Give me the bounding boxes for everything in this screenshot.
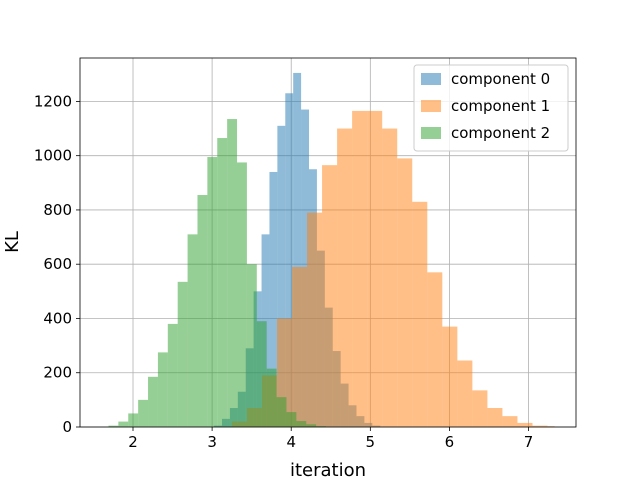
histogram-bar [128,413,139,427]
legend-label: component 1 [451,97,550,115]
histogram-bar [276,397,287,427]
histogram-bar [293,72,302,427]
histogram-bar [177,281,188,427]
histogram-bar [502,416,518,427]
histogram-bar [217,138,228,427]
histogram-bar [292,266,308,427]
histogram-bar [148,376,158,427]
histogram-bar [207,157,218,427]
histogram-bar [457,360,473,427]
x-tick-label: 4 [286,433,296,451]
histogram-bar [187,234,198,427]
histogram-bar [397,158,413,427]
histogram-bar [487,408,503,427]
y-tick-label: 800 [43,201,72,219]
histogram-bar [517,422,533,427]
histogram-bar [285,93,294,427]
x-tick-label: 2 [128,433,138,451]
bars-layer [108,72,555,428]
legend-swatch [421,73,441,85]
x-tick-label: 5 [366,433,376,451]
histogram-bar [532,425,548,427]
legend-label: component 0 [451,70,550,88]
histogram-bar [167,323,178,427]
histogram-bar [296,421,307,427]
histogram-bar [316,426,327,427]
x-tick-label: 3 [207,433,217,451]
series-2-bars [108,119,327,427]
legend-swatch [421,127,441,139]
x-tick-label: 7 [524,433,534,451]
histogram-bar [412,201,428,427]
y-tick-label: 1000 [34,147,72,165]
histogram-bar [367,110,383,428]
histogram-bar [227,119,238,427]
histogram-bar [337,128,353,427]
y-tick-label: 400 [43,309,72,327]
histogram-bar [442,326,458,427]
histogram-bar [306,424,317,427]
histogram-bar [382,128,398,427]
x-axis-label: iteration [290,460,366,480]
histogram-bar [269,171,278,427]
y-axis-label: KL [2,231,23,253]
legend-swatch [421,100,441,112]
histogram-bar [157,352,168,427]
histogram-bar [547,426,555,427]
histogram-bar [472,390,488,427]
plot-frame [79,57,577,428]
x-tick-label: 6 [445,433,455,451]
histogram-bar [427,272,443,427]
legend-box [413,64,569,152]
histogram-bar [322,165,338,427]
histogram-bar [237,162,247,427]
histogram-bar [138,399,149,427]
histogram-bar [286,412,297,427]
histogram-bar [277,125,286,428]
histogram-bar [307,212,323,427]
ticks-layer: 2 3 4 5 6 7 0 200 400 600 800 1000 1200 [34,92,533,451]
histogram-bar [266,368,277,427]
y-tick-label: 200 [43,364,72,382]
y-tick-label: 600 [43,255,72,273]
histogram-bar [197,195,208,427]
histogram-bar [118,421,129,427]
legend: component 0 component 1 component 2 [413,64,569,152]
y-tick-label: 0 [62,418,72,436]
histogram-bar [256,321,267,427]
legend-items: component 0 component 1 component 2 [421,70,550,142]
histogram-bar [352,110,368,428]
histogram-bar [246,264,257,427]
legend-label: component 2 [451,124,550,142]
y-tick-label: 1200 [34,92,72,110]
histogram-bar [108,425,119,427]
